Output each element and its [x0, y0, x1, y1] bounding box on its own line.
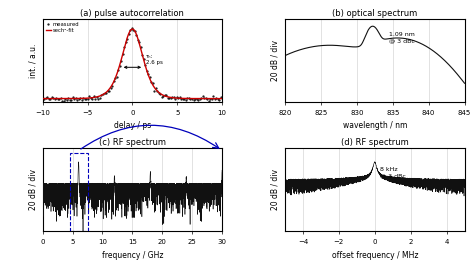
Y-axis label: 20 dB / div: 20 dB / div	[271, 40, 280, 81]
measured	[59, 99, 65, 102]
Legend: measured, sech²-fit: measured, sech²-fit	[46, 21, 80, 33]
sech²-fit	[129, 27, 135, 31]
sech²-fit	[146, 74, 152, 78]
Y-axis label: 20 dB / div: 20 dB / div	[28, 169, 37, 210]
Y-axis label: 20 dB / div: 20 dB / div	[271, 169, 280, 210]
Text: 8 kHz
@ 3 dBc: 8 kHz @ 3 dBc	[380, 167, 406, 178]
Text: 1.09 nm
@ 3 dBc: 1.09 nm @ 3 dBc	[389, 32, 415, 43]
Y-axis label: int. / a.u.: int. / a.u.	[28, 43, 37, 77]
Title: (a) pulse autocorrelation: (a) pulse autocorrelation	[81, 9, 184, 18]
Title: (b) optical spectrum: (b) optical spectrum	[332, 9, 418, 18]
X-axis label: delay / ps: delay / ps	[114, 121, 151, 130]
Text: τₙ:
2.6 ps: τₙ: 2.6 ps	[146, 54, 163, 65]
Bar	[70, 153, 88, 231]
measured	[185, 97, 191, 100]
X-axis label: frequency / GHz: frequency / GHz	[101, 251, 163, 260]
measured	[79, 98, 85, 101]
sech²-fit	[121, 48, 127, 51]
X-axis label: offset frequency / MHz: offset frequency / MHz	[331, 251, 418, 260]
measured	[40, 96, 46, 99]
Title: (d) RF spectrum: (d) RF spectrum	[341, 138, 409, 147]
Line: measured: measured	[42, 27, 223, 102]
Line: sech²-fit: sech²-fit	[43, 29, 222, 99]
measured	[166, 97, 172, 100]
measured	[219, 96, 225, 99]
X-axis label: wavelength / nm: wavelength / nm	[343, 121, 407, 130]
sech²-fit	[40, 97, 46, 100]
measured	[142, 64, 148, 67]
sech²-fit	[175, 97, 181, 100]
sech²-fit	[160, 93, 166, 97]
sech²-fit	[72, 97, 77, 100]
sech²-fit	[86, 97, 91, 100]
measured	[129, 26, 135, 30]
sech²-fit	[219, 97, 225, 100]
Title: (c) RF spectrum: (c) RF spectrum	[99, 138, 166, 147]
measured	[90, 97, 95, 101]
measured	[216, 98, 222, 102]
